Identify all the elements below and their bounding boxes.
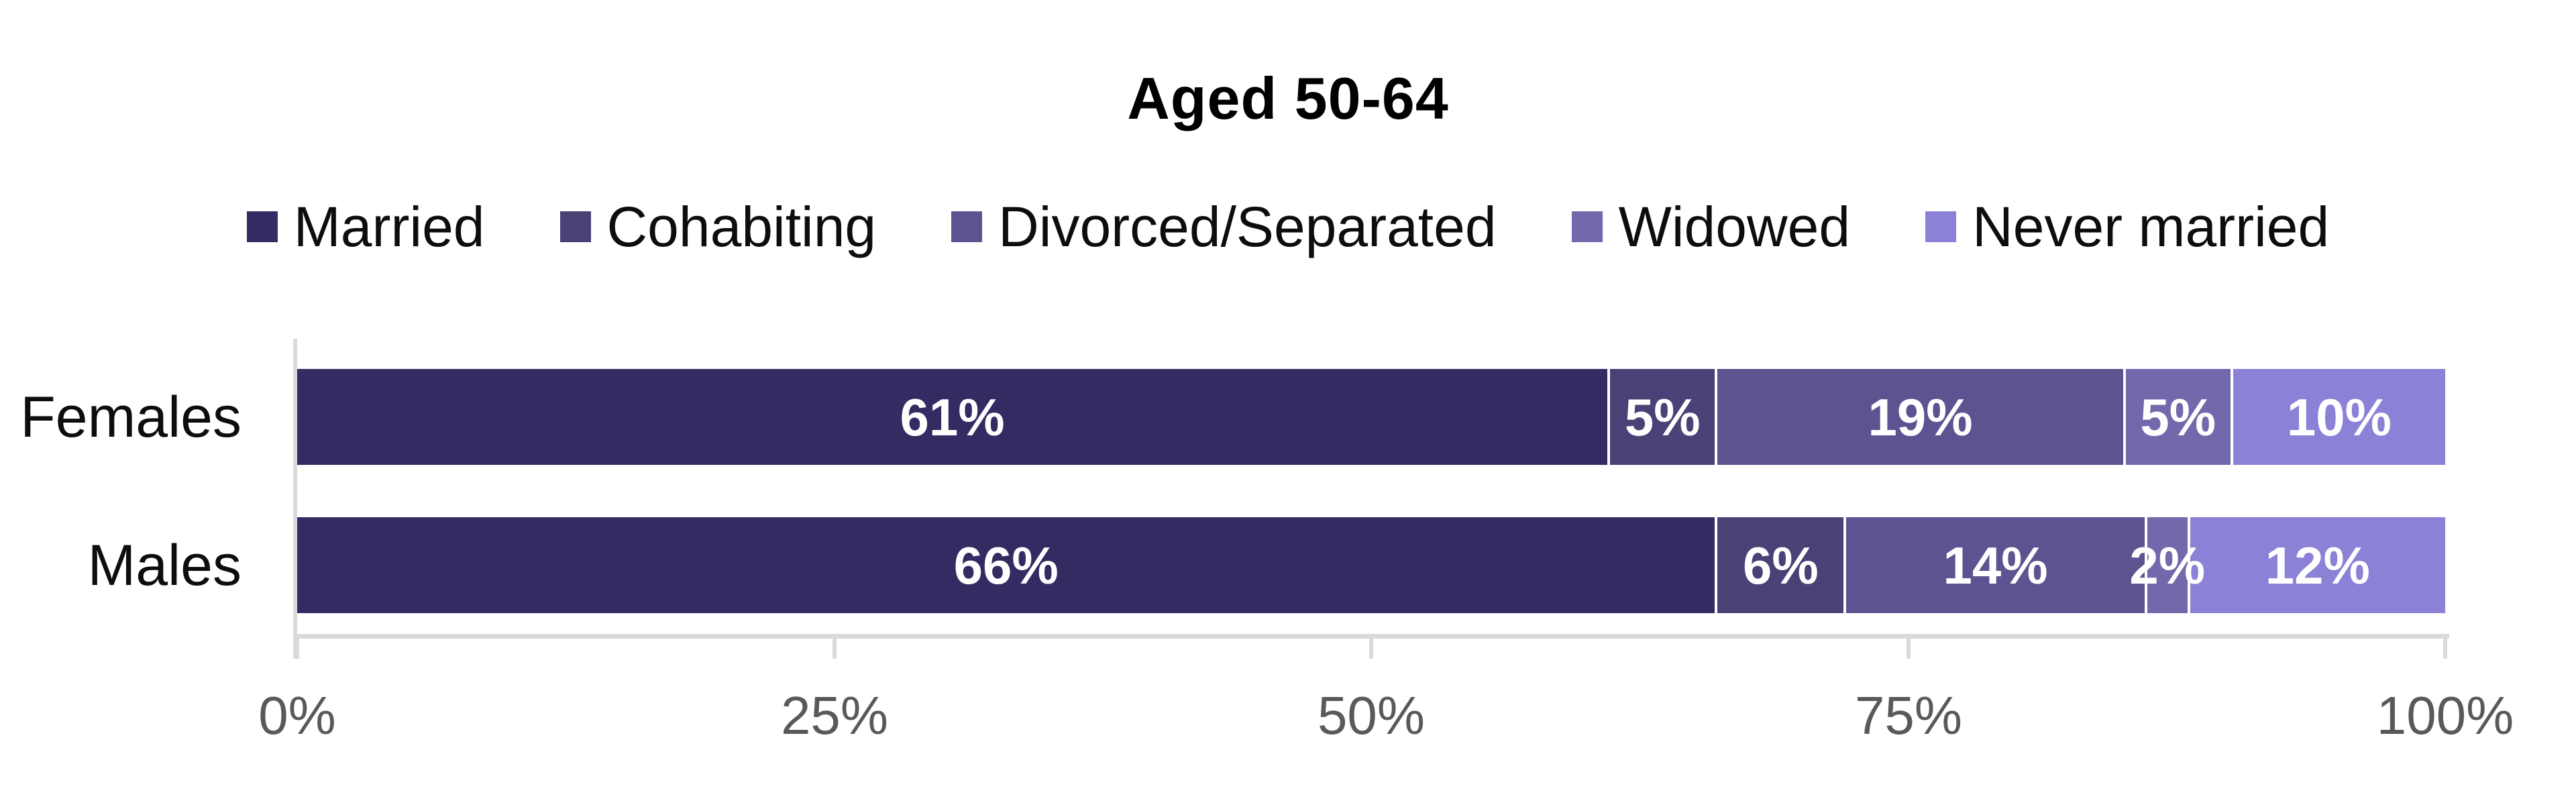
x-axis-tick-mark — [833, 639, 837, 659]
x-axis-tick-mark — [295, 639, 299, 659]
data-label: 6% — [1743, 535, 1819, 595]
x-axis-tick-mark — [2443, 639, 2447, 659]
legend-swatch-icon — [559, 211, 591, 242]
y-axis-line — [293, 339, 297, 659]
x-tick-label: 25% — [780, 686, 889, 745]
data-label: 2% — [2129, 535, 2206, 595]
bar-segment: 19% — [1715, 369, 2123, 465]
data-label: 5% — [2140, 387, 2216, 447]
legend-swatch-icon — [951, 211, 983, 242]
bar-segment: 2% — [2129, 517, 2205, 613]
legend-swatch-icon — [1925, 211, 1957, 242]
bar-segment: 5% — [2123, 369, 2231, 465]
bar-row: 61% 5% 19% 5% 10% — [297, 369, 2445, 465]
x-tick-label: 100% — [2376, 686, 2514, 745]
legend-item: Widowed — [1571, 195, 1851, 258]
data-label: 19% — [1868, 387, 1973, 447]
legend-item: Cohabiting — [559, 195, 877, 258]
bar-row: 66% 6% 14% 2% 12% — [297, 517, 2445, 613]
legend-label: Married — [293, 195, 485, 258]
legend-swatch-icon — [246, 211, 278, 242]
plot-area: 0% 25% 50% 75% 100% 61% 5% 19% 5% 10% 66% 6% 14% 2% 12… — [258, 339, 2514, 745]
category-label: Males — [87, 533, 241, 598]
legend-swatch-icon — [1571, 211, 1603, 242]
legend-item: Never married — [1925, 199, 2329, 255]
bar-segment: 5% — [1607, 369, 1715, 465]
data-label: 12% — [2265, 535, 2370, 595]
bar-segment: 6% — [1715, 517, 1844, 613]
legend-item: Married — [246, 195, 485, 258]
category-label: Females — [20, 384, 241, 449]
data-label: 14% — [1943, 535, 2048, 595]
bar-segment: 10% — [2230, 369, 2445, 465]
x-tick-label: 75% — [1854, 686, 1963, 745]
bar-segment: 61% — [297, 369, 1608, 465]
bar-segment: 12% — [2187, 517, 2445, 613]
legend: Married Cohabiting Divorced/Separated Widow… — [0, 199, 2576, 255]
data-label: 10% — [2286, 387, 2392, 447]
x-axis-tick-mark — [1907, 639, 1911, 659]
chart-title: Aged 50-64 — [1127, 65, 1449, 131]
x-tick-label: 50% — [1317, 686, 1426, 745]
x-axis-line — [293, 634, 2449, 639]
legend-label: Widowed — [1618, 195, 1851, 258]
x-tick-label: 0% — [258, 686, 336, 745]
data-label: 66% — [953, 535, 1059, 595]
bar-segment: 66% — [297, 517, 1715, 613]
data-label: 61% — [900, 387, 1005, 447]
legend-label: Divorced/Separated — [998, 195, 1497, 258]
legend-label: Never married — [1972, 195, 2330, 258]
x-axis-tick-mark — [1369, 639, 1373, 659]
bar-segment: 14% — [1843, 517, 2145, 613]
legend-label: Cohabiting — [606, 195, 877, 258]
data-label: 5% — [1624, 387, 1701, 447]
legend-item: Divorced/Separated — [951, 195, 1497, 258]
